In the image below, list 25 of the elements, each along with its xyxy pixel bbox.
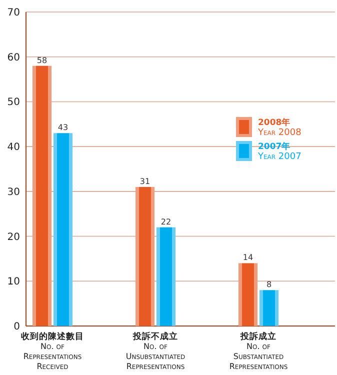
bar: [54, 133, 72, 326]
bar: [260, 290, 278, 326]
bar: [32, 66, 52, 326]
data-label: 58: [36, 56, 48, 65]
y-tick-label: 0: [14, 322, 20, 332]
y-tick-label: 10: [7, 276, 20, 288]
legend-label: 2007年 Year 2007: [257, 141, 302, 162]
bar: [238, 263, 258, 326]
x-tick-label: 投訴成立 No. of Substantiated Representations: [229, 331, 288, 371]
x-tick-label: 投訴不成立 No. of Unsubstantiated Representations: [126, 331, 186, 371]
data-label: 31: [140, 176, 150, 186]
y-tick-label: 70: [7, 8, 20, 18]
x-tick-label: 收到的陳述數目 No. of Representations Received: [21, 331, 84, 371]
data-label: 14: [242, 253, 254, 262]
bar: [156, 227, 176, 326]
y-tick-label: 20: [7, 232, 20, 243]
y-tick-label: 30: [7, 186, 20, 198]
data-label: 8: [266, 280, 272, 290]
data-label: 22: [160, 217, 172, 226]
y-tick-label: 50: [7, 97, 20, 108]
bar: [136, 186, 154, 326]
legend-label: 2008年 Year 2008: [257, 117, 302, 138]
y-tick-label: 40: [7, 142, 20, 154]
y-tick-label: 60: [7, 52, 20, 64]
data-label: 43: [58, 123, 68, 132]
